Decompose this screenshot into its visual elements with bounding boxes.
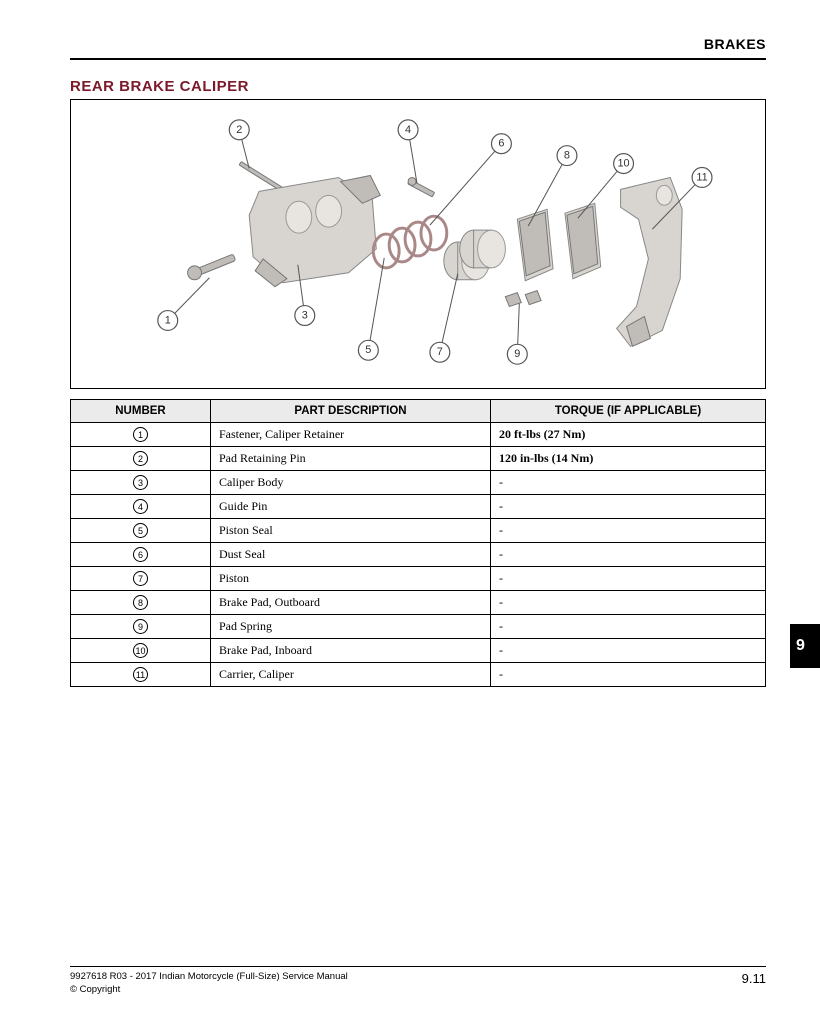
part-guide-pin <box>408 177 435 196</box>
table-row: 1 Fastener, Caliper Retainer20 ft-lbs (27… <box>71 423 766 447</box>
circled-number: 8 <box>133 595 148 610</box>
cell-description: Piston Seal <box>211 519 491 543</box>
cell-torque: - <box>491 591 766 615</box>
table-row: 3 Caliper Body- <box>71 471 766 495</box>
circled-number: 11 <box>133 667 148 682</box>
circled-number: 2 <box>133 451 148 466</box>
callout-number: 7 <box>437 346 443 358</box>
section-title: REAR BRAKE CALIPER <box>70 78 766 95</box>
col-torque: TORQUE (IF APPLICABLE) <box>491 400 766 423</box>
cell-description: Carrier, Caliper <box>211 663 491 687</box>
cell-torque: - <box>491 471 766 495</box>
callout-number: 11 <box>696 171 707 183</box>
diagram-svg: 1 2 3 4 5 6 7 8 9 10 11 <box>71 100 765 388</box>
callout-number: 10 <box>618 158 630 170</box>
chapter-tab: 9 <box>790 624 820 668</box>
circled-number: 6 <box>133 547 148 562</box>
table-row: 11 Carrier, Caliper- <box>71 663 766 687</box>
callout-number: 3 <box>302 310 308 322</box>
callout-number: 8 <box>564 150 570 162</box>
cell-description: Pad Spring <box>211 615 491 639</box>
table-row: 6 Dust Seal- <box>71 543 766 567</box>
callout-number: 4 <box>405 124 411 136</box>
cell-torque: - <box>491 519 766 543</box>
part-pistons <box>444 230 506 280</box>
table-header-row: NUMBER PART DESCRIPTION TORQUE (IF APPLI… <box>71 400 766 423</box>
footer-page-number: 9.11 <box>742 971 766 986</box>
table-row: 2 Pad Retaining Pin120 in-lbs (14 Nm) <box>71 447 766 471</box>
part-pad-spring <box>505 291 541 307</box>
cell-number: 2 <box>71 447 211 471</box>
cell-torque: - <box>491 495 766 519</box>
callout-leader <box>430 144 502 225</box>
callout-number: 9 <box>514 348 520 360</box>
parts-table: NUMBER PART DESCRIPTION TORQUE (IF APPLI… <box>70 399 766 687</box>
cell-number: 10 <box>71 639 211 663</box>
cell-torque: 120 in-lbs (14 Nm) <box>491 447 766 471</box>
cell-number: 3 <box>71 471 211 495</box>
table-row: 4 Guide Pin- <box>71 495 766 519</box>
cell-number: 6 <box>71 543 211 567</box>
table-row: 7 Piston- <box>71 567 766 591</box>
cell-torque: - <box>491 639 766 663</box>
cell-number: 8 <box>71 591 211 615</box>
table-row: 10 Brake Pad, Inboard- <box>71 639 766 663</box>
footer-doc-id: 9927618 R03 - 2017 Indian Motorcycle (Fu… <box>70 971 348 983</box>
footer-left: 9927618 R03 - 2017 Indian Motorcycle (Fu… <box>70 971 348 996</box>
part-fastener <box>188 254 236 280</box>
cell-description: Caliper Body <box>211 471 491 495</box>
callout-number: 1 <box>165 314 171 326</box>
cell-torque: - <box>491 543 766 567</box>
cell-description: Brake Pad, Outboard <box>211 591 491 615</box>
cell-description: Pad Retaining Pin <box>211 447 491 471</box>
callout-leader <box>578 164 624 219</box>
callout-number: 5 <box>365 344 371 356</box>
cell-torque: - <box>491 615 766 639</box>
callout-leader <box>368 258 384 350</box>
circled-number: 5 <box>133 523 148 538</box>
part-carrier <box>617 177 683 346</box>
circled-number: 7 <box>133 571 148 586</box>
circled-number: 1 <box>133 427 148 442</box>
circled-number: 10 <box>133 643 148 658</box>
cell-torque: - <box>491 663 766 687</box>
cell-number: 9 <box>71 615 211 639</box>
footer-copyright: © Copyright <box>70 984 348 996</box>
page-footer: 9927618 R03 - 2017 Indian Motorcycle (Fu… <box>70 966 766 996</box>
exploded-diagram: 1 2 3 4 5 6 7 8 9 10 11 <box>70 99 766 389</box>
cell-description: Dust Seal <box>211 543 491 567</box>
callout-number: 2 <box>236 124 242 136</box>
cell-description: Fastener, Caliper Retainer <box>211 423 491 447</box>
cell-description: Brake Pad, Inboard <box>211 639 491 663</box>
cell-description: Guide Pin <box>211 495 491 519</box>
col-number: NUMBER <box>71 400 211 423</box>
cell-torque: - <box>491 567 766 591</box>
circled-number: 4 <box>133 499 148 514</box>
table-row: 8 Brake Pad, Outboard- <box>71 591 766 615</box>
cell-torque: 20 ft-lbs (27 Nm) <box>491 423 766 447</box>
callout-leader <box>440 274 458 352</box>
table-row: 5 Piston Seal- <box>71 519 766 543</box>
cell-number: 5 <box>71 519 211 543</box>
callout-number: 6 <box>498 138 504 150</box>
circled-number: 9 <box>133 619 148 634</box>
cell-number: 7 <box>71 567 211 591</box>
col-description: PART DESCRIPTION <box>211 400 491 423</box>
table-row: 9 Pad Spring- <box>71 615 766 639</box>
chapter-header: BRAKES <box>70 36 766 60</box>
part-caliper-body <box>249 175 380 286</box>
circled-number: 3 <box>133 475 148 490</box>
cell-number: 1 <box>71 423 211 447</box>
cell-description: Piston <box>211 567 491 591</box>
cell-number: 4 <box>71 495 211 519</box>
part-pad-inboard <box>565 203 601 278</box>
part-pad-outboard <box>517 209 553 281</box>
cell-number: 11 <box>71 663 211 687</box>
